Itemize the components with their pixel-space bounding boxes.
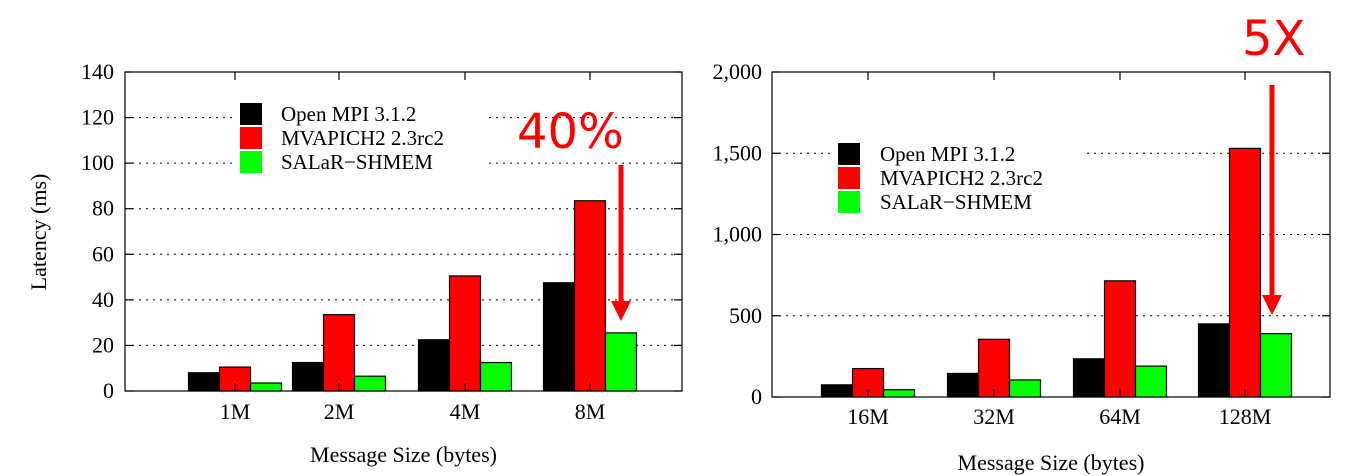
y-tick-label: 100 — [81, 150, 114, 175]
x-tick-label: 8M — [575, 399, 606, 424]
legend-swatch — [240, 127, 262, 149]
bar-salar-shmem-1m — [249, 382, 283, 392]
x-tick-label: 2M — [324, 399, 355, 424]
x-tick-label: 128M — [1219, 404, 1272, 429]
annotation-text: 40% — [517, 104, 624, 160]
bar-open-mpi-3-1-2-2m — [291, 361, 325, 392]
plot-frame — [124, 71, 683, 392]
bar-open-mpi-3-1-2-128m — [1197, 323, 1231, 398]
y-tick-label: 1,000 — [713, 222, 763, 247]
x-tick-label: 4M — [450, 399, 481, 424]
y-tick-label: 80 — [92, 196, 114, 221]
x-tick-label: 32M — [973, 404, 1015, 429]
legend-background — [834, 139, 1084, 217]
bar-open-mpi-3-1-2-4m — [417, 339, 451, 392]
bar-salar-shmem-16m — [882, 389, 916, 398]
bar-mvapich2-2-3rc2-2m — [322, 314, 356, 392]
y-axis-title: Latency (ms) — [26, 174, 51, 291]
bar-open-mpi-3-1-2-64m — [1072, 358, 1106, 398]
annotation-text: 5X — [1242, 11, 1305, 67]
x-axis-title: Message Size (bytes) — [310, 442, 497, 467]
bar-salar-shmem-128m — [1259, 333, 1293, 398]
y-tick-label: 120 — [81, 105, 114, 130]
bar-salar-shmem-32m — [1008, 379, 1042, 398]
bar-open-mpi-3-1-2-32m — [946, 372, 980, 398]
bar-salar-shmem-8m — [604, 332, 638, 392]
bar-salar-shmem-2m — [353, 375, 387, 392]
y-tick-label: 40 — [92, 287, 114, 312]
bar-mvapich2-2-3rc2-64m — [1103, 280, 1137, 398]
legend-label: MVAPICH2 2.3rc2 — [281, 126, 444, 150]
legend-swatch — [838, 143, 860, 165]
x-tick-label: 16M — [847, 404, 889, 429]
legend-swatch — [838, 167, 860, 189]
y-tick-label: 500 — [729, 303, 762, 328]
bar-salar-shmem-4m — [479, 361, 513, 392]
bar-open-mpi-3-1-2-1m — [187, 372, 221, 392]
y-tick-label: 60 — [92, 241, 114, 266]
legend-label: MVAPICH2 2.3rc2 — [880, 166, 1043, 190]
y-tick-label: 20 — [92, 332, 114, 357]
y-tick-label: 0 — [751, 384, 762, 409]
x-axis-title: Message Size (bytes) — [958, 450, 1145, 475]
legend-label: Open MPI 3.1.2 — [281, 102, 416, 126]
bar-mvapich2-2-3rc2-32m — [977, 338, 1011, 398]
legend-background — [236, 99, 486, 177]
y-tick-label: 2,000 — [713, 59, 763, 84]
y-tick-label: 1,500 — [713, 140, 763, 165]
bar-mvapich2-2-3rc2-128m — [1228, 147, 1262, 398]
x-tick-label: 64M — [1099, 404, 1141, 429]
legend-label: Open MPI 3.1.2 — [880, 142, 1015, 166]
y-tick-label: 140 — [81, 59, 114, 84]
bar-mvapich2-2-3rc2-4m — [448, 275, 482, 392]
legend-swatch — [838, 191, 860, 213]
legend-swatch — [240, 103, 262, 125]
legend-swatch — [240, 151, 262, 173]
y-tick-label: 0 — [103, 378, 114, 403]
legend-label: SALaR−SHMEM — [281, 150, 433, 174]
bar-mvapich2-2-3rc2-8m — [573, 200, 607, 392]
x-tick-label: 1M — [220, 399, 251, 424]
chart-1: 0 20 40 60 80 100 120 140 1M 2M 4M 8M Message Size (… — [26, 59, 683, 467]
bar-open-mpi-3-1-2-8m — [542, 282, 576, 392]
legend-label: SALaR−SHMEM — [880, 190, 1032, 214]
chart-2: 0 500 1,000 1,500 2,000 16M 32M 64M 128M Message … — [713, 11, 1331, 475]
bar-open-mpi-3-1-2-16m — [820, 384, 854, 398]
bar-salar-shmem-64m — [1134, 365, 1168, 398]
